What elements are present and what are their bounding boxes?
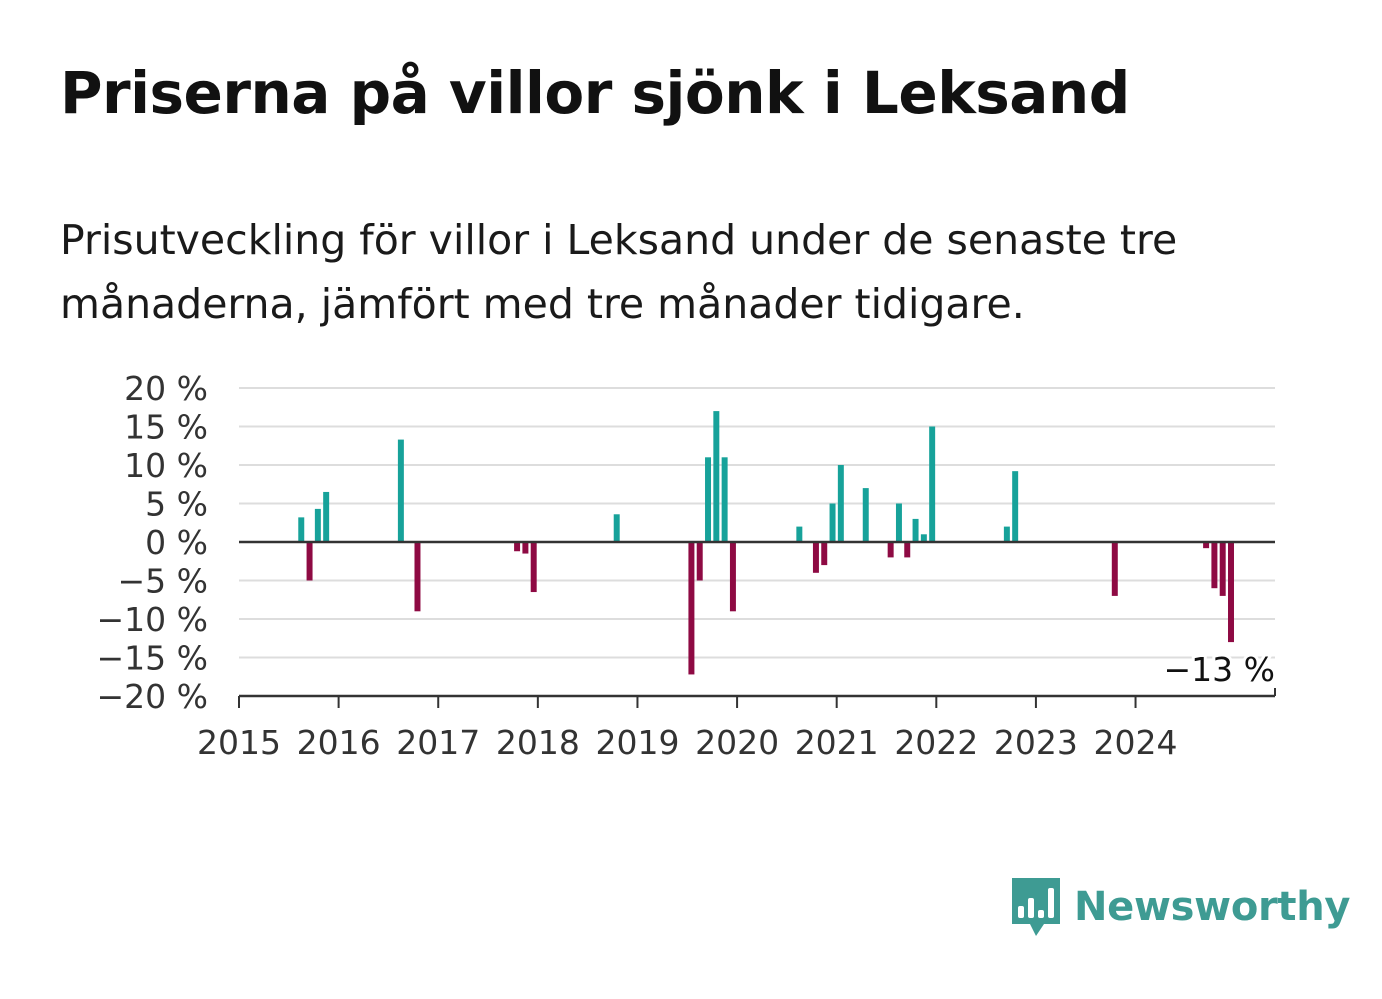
x-tick-label: 2023 [994, 723, 1078, 762]
y-tick-label: −15 % [97, 639, 209, 678]
bar-2016-08 [397, 439, 404, 542]
x-tick-label: 2020 [695, 723, 779, 762]
x-tick-label: 2018 [496, 723, 580, 762]
x-tick-label: 2024 [1094, 723, 1178, 762]
bar-2019-07 [688, 542, 695, 675]
y-tick-label: 20 % [124, 369, 208, 408]
last-value-annotation: −13 % [1164, 650, 1276, 689]
bar-chart: 20 %15 %10 %5 %0 %−5 %−10 %−15 %−20 % 20… [97, 369, 1279, 762]
y-tick-label: −20 % [97, 677, 209, 716]
bar-2019-10 [713, 411, 720, 542]
bar-2021-08 [895, 503, 902, 542]
bar-2024-11 [1219, 542, 1226, 596]
x-tick-label: 2016 [297, 723, 381, 762]
bar-2024-12 [1228, 542, 1234, 643]
x-tick-label: 2017 [396, 723, 480, 762]
bars [298, 411, 1234, 675]
bar-2015-11 [323, 491, 330, 542]
bar-2020-12 [829, 503, 836, 542]
y-tick-label: 10 % [124, 446, 208, 485]
bar-2017-11 [522, 542, 529, 554]
bar-2018-10 [613, 514, 620, 542]
bar-2021-09 [904, 542, 911, 558]
bar-2024-10 [1211, 542, 1218, 589]
bar-2020-11 [821, 542, 828, 566]
bar-2019-12 [729, 542, 736, 612]
y-tick-label: 5 % [145, 485, 208, 524]
bar-2024-09 [1203, 542, 1210, 549]
x-tick-label: 2019 [595, 723, 679, 762]
y-tick-label: −5 % [118, 562, 209, 601]
bar-2019-09 [705, 457, 712, 542]
bar-2015-10 [314, 508, 321, 542]
bar-2019-11 [721, 457, 728, 542]
y-tick-label: 0 % [145, 523, 208, 562]
bar-2021-01 [837, 465, 844, 542]
bar-2016-10 [414, 542, 421, 612]
chart-title: Priserna på villor sjönk i Leksand [60, 59, 1130, 127]
x-tick-label: 2021 [795, 723, 879, 762]
bar-2021-11 [920, 534, 927, 542]
x-tick-label: 2015 [197, 723, 281, 762]
bar-2021-10 [912, 518, 919, 542]
bar-2020-08 [796, 526, 803, 542]
y-axis-tick-labels: 20 %15 %10 %5 %0 %−5 %−10 %−15 %−20 % [97, 369, 209, 716]
y-tick-label: 15 % [124, 408, 208, 447]
x-tick-label: 2022 [894, 723, 978, 762]
bar-2022-10 [1012, 471, 1019, 542]
bar-2022-09 [1003, 526, 1010, 542]
x-axis-tick-labels: 2015 2016 2017 2018 2019 2020 2021 2022 2023 2024 [197, 723, 1178, 762]
brand-name: Newsworthy [1074, 884, 1351, 930]
chart-subtitle: Prisutveckling för villor i Leksand unde… [60, 216, 1178, 328]
newsworthy-bar-chart-icon [1012, 878, 1060, 936]
bar-2015-09 [306, 542, 313, 581]
y-tick-label: −10 % [97, 600, 209, 639]
brand-logo: Newsworthy [1010, 876, 1351, 938]
axes [238, 540, 1276, 708]
bar-2019-08 [696, 542, 703, 581]
bar-2021-12 [929, 426, 936, 542]
bar-2023-10 [1111, 542, 1118, 596]
bar-2017-12 [530, 542, 537, 593]
bar-2015-08 [298, 517, 305, 542]
bar-2021-04 [862, 488, 869, 542]
grid-lines [239, 387, 1275, 659]
bar-2021-07 [887, 542, 894, 558]
bar-2017-10 [514, 542, 521, 552]
bar-2020-10 [812, 542, 819, 573]
